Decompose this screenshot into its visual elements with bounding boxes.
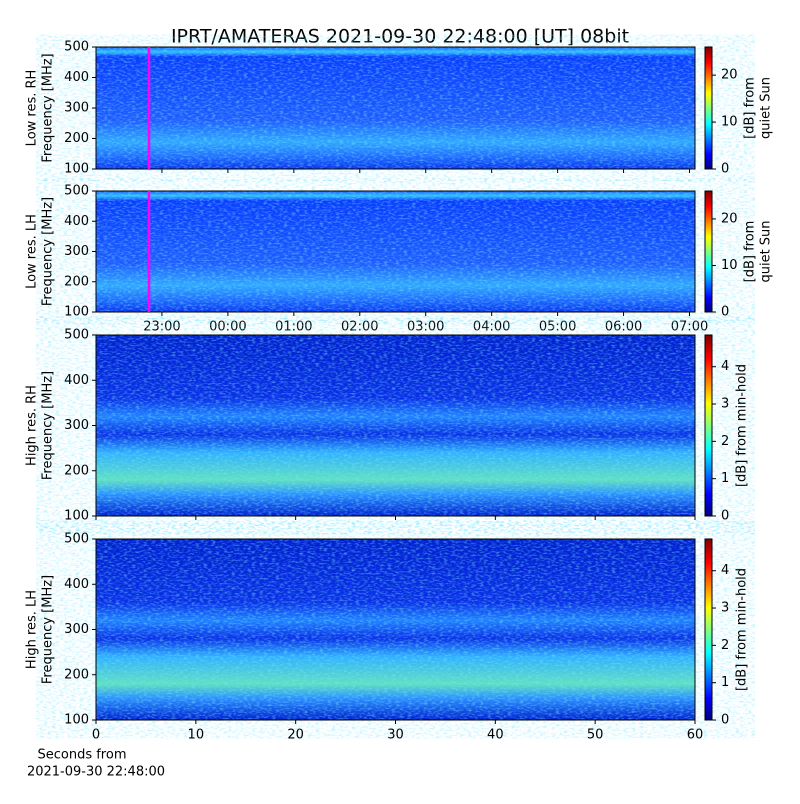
colorbar-label: [dB] from min-hold	[735, 568, 750, 691]
x-tick-label: 50	[587, 728, 604, 743]
y-axis-label: Low res. RH	[25, 70, 40, 147]
y-axis-label: Frequency [MHz]	[41, 371, 56, 480]
colorbar-tick-label: 2	[721, 638, 729, 653]
x-tick-label: 05:00	[539, 320, 576, 335]
colorbar	[704, 46, 713, 170]
y-axis-label: Low res. LH	[25, 214, 40, 289]
colorbar-label: [dB] from min-hold	[735, 364, 750, 487]
x-tick-label: 02:00	[341, 320, 378, 335]
colorbar-label: quiet Sun	[759, 77, 774, 139]
y-axis-label: Frequency [MHz]	[41, 53, 56, 162]
colorbar-tick-label: 0	[721, 509, 729, 524]
colorbar-tick-label: 3	[721, 397, 729, 412]
y-tick-label: 300	[64, 418, 89, 433]
x-tick-label: 06:00	[605, 320, 642, 335]
colorbar-tick-label: 0	[721, 162, 729, 177]
x-tick-label: 20	[287, 728, 304, 743]
y-tick-label: 200	[64, 667, 89, 682]
colorbar	[704, 190, 713, 313]
y-tick-label: 200	[64, 463, 89, 478]
colorbar-tick-label: 1	[721, 675, 729, 690]
y-tick-label: 500	[64, 328, 89, 343]
colorbar-tick-label: 20	[721, 211, 738, 226]
colorbar-tick-label: 1	[721, 471, 729, 486]
y-tick-label: 300	[64, 101, 89, 116]
y-tick-label: 500	[64, 532, 89, 547]
spectrogram-texture	[96, 335, 695, 516]
spectrogram-texture	[96, 191, 695, 312]
colorbar-tick-label: 20	[721, 68, 738, 83]
y-axis-label: Frequency [MHz]	[41, 197, 56, 306]
x-tick-label: 00:00	[209, 320, 246, 335]
y-tick-label: 200	[64, 131, 89, 146]
spectrogram-texture	[96, 47, 695, 169]
spectrogram-texture	[96, 539, 695, 720]
y-tick-label: 100	[64, 713, 89, 728]
y-tick-label: 100	[64, 162, 89, 177]
colorbar-tick-label: 4	[721, 359, 729, 374]
x-axis-label: 2021-09-30 22:48:00	[27, 765, 165, 780]
y-tick-label: 100	[64, 509, 89, 524]
y-tick-label: 400	[64, 70, 89, 85]
x-axis-label: Seconds from	[37, 748, 126, 763]
x-tick-label: 0	[92, 728, 100, 743]
x-tick-label: 23:00	[143, 320, 180, 335]
x-tick-label: 01:00	[275, 320, 312, 335]
colorbar-label: quiet Sun	[759, 220, 774, 282]
colorbar-tick-label: 3	[721, 601, 729, 616]
y-tick-label: 500	[64, 184, 89, 199]
y-tick-label: 300	[64, 244, 89, 259]
y-tick-label: 400	[64, 214, 89, 229]
colorbar-label: [dB] from	[743, 221, 758, 283]
colorbar-tick-label: 2	[721, 434, 729, 449]
y-tick-label: 400	[64, 577, 89, 592]
y-tick-label: 500	[64, 40, 89, 55]
colorbar-tick-label: 4	[721, 563, 729, 578]
colorbar-tick-label: 0	[721, 713, 729, 728]
colorbar-tick-label: 10	[721, 115, 738, 130]
y-tick-label: 300	[64, 622, 89, 637]
y-tick-label: 200	[64, 274, 89, 289]
y-tick-label: 100	[64, 305, 89, 320]
colorbar	[704, 334, 713, 517]
colorbar-label: [dB] from	[743, 77, 758, 139]
colorbar-tick-label: 10	[721, 258, 738, 273]
y-axis-label: High res. LH	[25, 590, 40, 669]
x-tick-label: 07:00	[671, 320, 708, 335]
figure-title: IPRT/AMATERAS 2021-09-30 22:48:00 [UT] 0…	[171, 26, 629, 48]
x-tick-label: 03:00	[407, 320, 444, 335]
y-axis-label: High res. RH	[25, 385, 40, 466]
x-tick-label: 40	[487, 728, 504, 743]
colorbar-tick-label: 0	[721, 305, 729, 320]
colorbar	[704, 538, 713, 721]
x-tick-label: 10	[188, 728, 205, 743]
y-tick-label: 400	[64, 373, 89, 388]
x-tick-label: 04:00	[473, 320, 510, 335]
x-tick-label: 30	[387, 728, 404, 743]
x-tick-label: 60	[687, 728, 704, 743]
y-axis-label: Frequency [MHz]	[41, 575, 56, 684]
